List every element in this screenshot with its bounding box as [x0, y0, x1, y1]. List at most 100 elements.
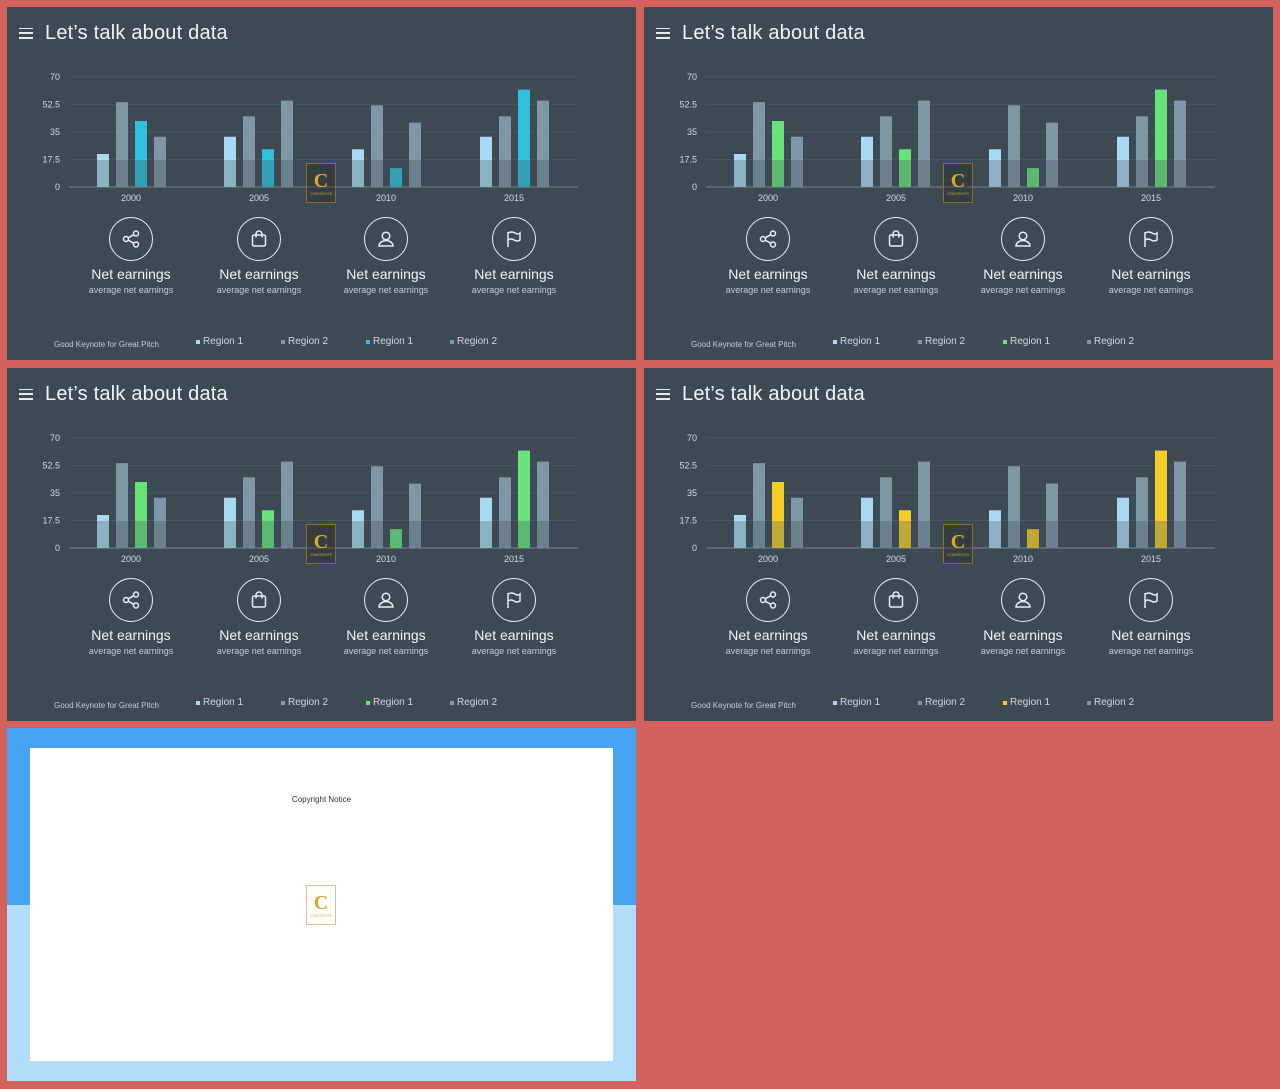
bar: [537, 100, 549, 187]
bar: [1046, 122, 1058, 187]
menu-icon[interactable]: [656, 27, 670, 39]
bar: [1136, 477, 1148, 548]
x-tick-label: 2005: [886, 193, 906, 203]
bar: [899, 510, 911, 548]
bar: [899, 149, 911, 187]
slide-header: Let’s talk about data: [656, 380, 865, 408]
legend-item: Region 2: [1087, 697, 1134, 708]
user-icon-circle: [1001, 217, 1045, 261]
y-tick-label: 52.5: [42, 461, 60, 471]
feature-subtitle: average net earnings: [1108, 646, 1194, 656]
shopping-bag-icon-circle: [237, 217, 281, 261]
bar: [1008, 466, 1020, 548]
x-tick-label: 2015: [1141, 554, 1161, 564]
bar-base-shade: [224, 160, 236, 187]
bar-base-shade: [154, 521, 166, 548]
bar-base-shade: [537, 160, 549, 187]
flag-icon: [1141, 590, 1161, 610]
feature-subtitle: average net earnings: [980, 646, 1066, 656]
y-tick-label: 17.5: [42, 155, 60, 165]
chart-slide: Let’s talk about data 70 52.5 35 17.5 0 2000 20…: [644, 368, 1273, 721]
y-tick-label: 35: [50, 127, 60, 137]
bar: [1008, 105, 1020, 187]
contents-logo: C CONTENTS: [306, 885, 336, 925]
bar-base-shade: [1008, 521, 1020, 548]
bar-base-shade: [772, 521, 784, 548]
feature-subtitle: average net earnings: [1108, 285, 1194, 295]
bar: [116, 102, 128, 187]
bar-base-shade: [390, 168, 402, 187]
y-tick-label: 0: [55, 543, 60, 553]
bar-chart: 70 52.5 35 17.5 0 2000 2005 2010 2015: [679, 72, 1215, 203]
legend-swatch: [281, 339, 285, 344]
bar-base-shade: [734, 160, 746, 187]
bar-base-shade: [1046, 160, 1058, 187]
feature-title: Net earnings: [1111, 266, 1191, 282]
flag-icon-circle: [1129, 578, 1173, 622]
bar-base-shade: [1027, 529, 1039, 548]
bar: [518, 450, 530, 548]
feature-title: Net earnings: [219, 627, 299, 643]
y-tick-label: 70: [50, 72, 60, 82]
feature-title: Net earnings: [856, 266, 936, 282]
slide-title: Let’s talk about data: [45, 382, 228, 405]
menu-icon[interactable]: [19, 27, 33, 39]
y-tick-label: 0: [692, 182, 697, 192]
bar: [1174, 461, 1186, 548]
bar-base-shade: [918, 160, 930, 187]
bar-base-shade: [480, 160, 492, 187]
feature-subtitle: average net earnings: [853, 285, 939, 295]
legend-label: Region 1: [840, 336, 881, 347]
bar: [880, 116, 892, 187]
bar: [390, 529, 402, 548]
bar: [880, 477, 892, 548]
menu-icon[interactable]: [656, 388, 670, 400]
legend-item: Region 2: [281, 697, 328, 708]
bar: [352, 510, 364, 548]
legend-swatch: [366, 339, 370, 344]
y-tick-label: 17.5: [42, 516, 60, 526]
x-tick-label: 2010: [1013, 554, 1033, 564]
legend-swatch: [1087, 700, 1091, 705]
user-icon: [376, 590, 396, 610]
bar: [97, 154, 109, 187]
bar-base-shade: [772, 160, 784, 187]
feature-title: Net earnings: [1111, 627, 1191, 643]
user-icon-circle: [364, 217, 408, 261]
bar: [262, 149, 274, 187]
menu-icon[interactable]: [19, 388, 33, 400]
flag-icon-circle: [1129, 217, 1173, 261]
bar-base-shade: [1174, 160, 1186, 187]
bar: [390, 168, 402, 187]
bar: [861, 136, 873, 187]
bar: [989, 510, 1001, 548]
y-tick-label: 70: [687, 72, 697, 82]
user-icon: [1013, 229, 1033, 249]
bar: [1155, 450, 1167, 548]
bar: [281, 461, 293, 548]
bar-base-shade: [753, 160, 765, 187]
bar: [154, 497, 166, 548]
bar: [262, 510, 274, 548]
footer-note: Good Keynote for Great Pitch: [54, 701, 159, 710]
legend-swatch: [1087, 339, 1091, 344]
bar-base-shade: [518, 521, 530, 548]
legend-label: Region 1: [1010, 697, 1051, 708]
y-tick-label: 70: [687, 433, 697, 443]
feature-subtitle: average net earnings: [343, 646, 429, 656]
bar: [734, 515, 746, 548]
feature-subtitle: average net earnings: [471, 285, 557, 295]
logo-letter: C: [313, 891, 329, 914]
share-icon-circle: [746, 217, 790, 261]
legend-label: Region 2: [457, 697, 498, 708]
bar-chart: 70 52.5 35 17.5 0 2000 2005 2010 2015: [42, 433, 578, 564]
bar: [499, 477, 511, 548]
y-tick-label: 17.5: [679, 516, 697, 526]
bar-base-shade: [1046, 521, 1058, 548]
logo-letter: C: [950, 530, 966, 553]
x-tick-label: 2005: [249, 554, 269, 564]
feature-subtitle: average net earnings: [216, 646, 302, 656]
shopping-bag-icon: [886, 590, 906, 610]
bar-base-shade: [480, 521, 492, 548]
chart-slide: Let’s talk about data 70 52.5 35 17.5 0 2000 20…: [7, 7, 636, 360]
